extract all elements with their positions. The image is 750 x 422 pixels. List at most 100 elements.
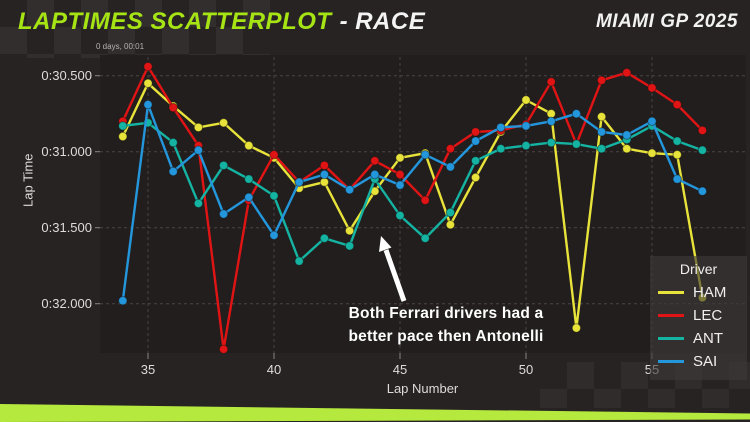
data-point-sai[interactable] — [395, 180, 405, 190]
data-point-ant[interactable] — [571, 139, 582, 149]
data-point-lec[interactable] — [269, 150, 279, 160]
data-point-lec[interactable] — [622, 68, 632, 78]
data-point-ant[interactable] — [269, 191, 279, 201]
legend-item-ham[interactable]: HAM — [650, 281, 747, 304]
data-point-lec[interactable] — [420, 195, 430, 206]
x-tick-label: 35 — [141, 362, 155, 377]
data-point-lec[interactable] — [168, 102, 178, 113]
data-point-ant[interactable] — [697, 145, 708, 155]
data-point-ham[interactable] — [672, 150, 682, 160]
data-point-lec[interactable] — [672, 99, 682, 110]
data-point-ham[interactable] — [218, 118, 229, 128]
data-point-ham[interactable] — [193, 122, 204, 133]
data-point-sai[interactable] — [420, 150, 430, 160]
data-point-sai[interactable] — [344, 185, 355, 195]
data-point-ant[interactable] — [395, 210, 405, 221]
data-point-sai[interactable] — [168, 166, 178, 177]
legend-rows: HAM LEC ANT SAI — [650, 281, 747, 373]
data-point-ant[interactable] — [244, 174, 254, 184]
data-point-lec[interactable] — [218, 344, 229, 354]
data-point-ant[interactable] — [294, 256, 304, 266]
data-point-lec[interactable] — [697, 125, 708, 136]
legend-item-sai[interactable]: SAI — [650, 350, 747, 373]
data-point-sai[interactable] — [370, 169, 380, 180]
data-point-sai[interactable] — [546, 116, 556, 127]
x-tick-label: 50 — [519, 362, 533, 377]
data-point-sai[interactable] — [496, 122, 506, 133]
data-point-lec[interactable] — [470, 127, 481, 137]
data-point-sai[interactable] — [697, 186, 708, 196]
x-tick-label: 45 — [393, 362, 407, 377]
data-point-sai[interactable] — [118, 296, 128, 306]
data-point-lec[interactable] — [596, 75, 607, 86]
data-point-ant[interactable] — [420, 233, 430, 244]
data-point-sai[interactable] — [622, 130, 632, 140]
y-tick-label: 0:30.500 — [41, 68, 92, 83]
data-point-ant[interactable] — [445, 207, 456, 218]
data-point-ant[interactable] — [118, 121, 128, 131]
data-point-ant[interactable] — [168, 137, 178, 148]
legend-label: LEC — [693, 307, 723, 324]
data-point-sai[interactable] — [319, 169, 330, 180]
data-point-ham[interactable] — [647, 148, 657, 158]
data-point-sai[interactable] — [521, 121, 531, 131]
data-point-ant[interactable] — [193, 198, 204, 209]
data-point-sai[interactable] — [218, 209, 229, 219]
data-point-ant[interactable] — [596, 144, 607, 154]
data-point-ham[interactable] — [521, 95, 531, 105]
data-point-ham[interactable] — [244, 140, 254, 151]
data-point-sai[interactable] — [470, 136, 481, 146]
data-point-sai[interactable] — [571, 109, 582, 119]
legend-swatch-ant — [658, 337, 684, 340]
data-point-ant[interactable] — [319, 233, 330, 244]
data-point-lec[interactable] — [647, 83, 657, 93]
data-point-sai[interactable] — [244, 192, 254, 203]
data-point-ham[interactable] — [344, 226, 355, 236]
data-point-sai[interactable] — [596, 127, 607, 137]
data-point-ant[interactable] — [344, 241, 355, 251]
data-point-sai[interactable] — [294, 177, 304, 187]
annotation-text: Both Ferrari drivers had a better pace t… — [295, 302, 597, 348]
legend-title: Driver — [679, 261, 718, 277]
legend: Driver HAM LEC ANT SAI — [650, 256, 747, 380]
data-point-sai[interactable] — [269, 230, 279, 241]
annotation-line-1: Both Ferrari drivers had a — [348, 305, 544, 322]
page-title-main: LAPTIMES SCATTERPLOT — [18, 8, 332, 35]
series-line-ham — [121, 82, 704, 330]
data-point-lec[interactable] — [143, 61, 153, 72]
data-point-ham[interactable] — [470, 172, 481, 183]
data-point-ant[interactable] — [672, 136, 682, 146]
plot-area-background — [100, 55, 746, 353]
data-point-lec[interactable] — [395, 169, 405, 180]
legend-item-ant[interactable]: ANT — [650, 327, 747, 350]
data-point-ant[interactable] — [218, 160, 229, 171]
data-point-ham[interactable] — [622, 144, 632, 154]
data-point-ant[interactable] — [521, 140, 531, 151]
data-point-ham[interactable] — [118, 131, 128, 142]
data-point-sai[interactable] — [143, 99, 153, 110]
data-point-ham[interactable] — [395, 153, 405, 163]
data-point-ant[interactable] — [470, 156, 481, 166]
data-point-lec[interactable] — [319, 160, 330, 171]
data-point-ham[interactable] — [596, 112, 607, 122]
data-point-lec[interactable] — [370, 156, 380, 166]
data-point-ant[interactable] — [546, 137, 556, 148]
x-tick-label: 40 — [267, 362, 281, 377]
data-point-lec[interactable] — [445, 144, 456, 154]
legend-item-lec[interactable]: LEC — [650, 304, 747, 327]
data-point-lec[interactable] — [546, 77, 556, 87]
legend-swatch-ham — [658, 291, 684, 294]
data-point-sai[interactable] — [672, 174, 682, 184]
data-point-sai[interactable] — [445, 162, 456, 172]
data-point-ham[interactable] — [143, 78, 153, 89]
data-point-ant[interactable] — [496, 144, 506, 154]
data-point-ham[interactable] — [445, 220, 456, 230]
data-point-sai[interactable] — [193, 145, 204, 155]
annotation-line-2: better pace then Antonelli — [348, 328, 544, 345]
data-point-sai[interactable] — [647, 116, 657, 127]
data-point-ham[interactable] — [571, 323, 582, 333]
y-tick-label: 0:31.000 — [41, 144, 92, 159]
page-title-session: - RACE — [339, 8, 426, 35]
